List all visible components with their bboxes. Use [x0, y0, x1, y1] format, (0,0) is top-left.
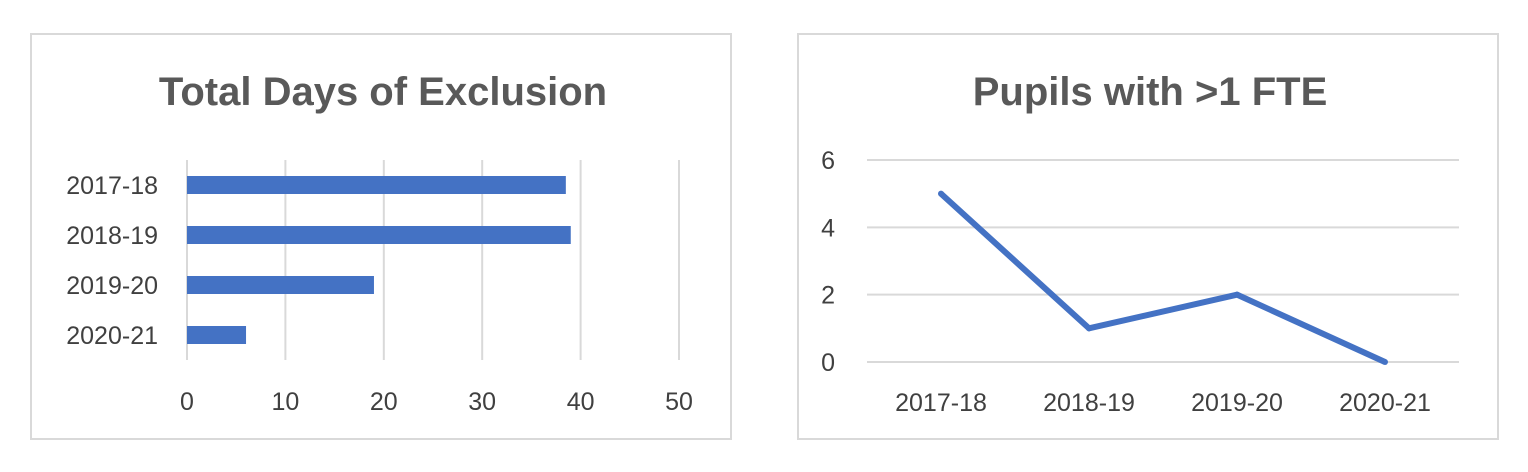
bar — [187, 276, 374, 294]
data-point — [1086, 325, 1092, 332]
x-tick-label: 40 — [567, 388, 595, 416]
y-tick-label: 6 — [821, 147, 835, 175]
x-tick-label: 10 — [271, 388, 299, 416]
x-tick-label: 2018-19 — [1043, 389, 1135, 417]
x-tick-label: 20 — [370, 388, 398, 416]
y-tick-label: 4 — [821, 214, 835, 242]
data-point — [938, 190, 944, 197]
y-tick-label: 2017-18 — [66, 172, 158, 200]
pupils-fte-chart: Pupils with >1 FTE 0 2 4 6 2017-18 2018-19 20… — [797, 33, 1499, 440]
y-tick-label: 2018-19 — [66, 222, 158, 250]
bar — [187, 226, 571, 244]
bar — [187, 176, 566, 194]
data-point — [1234, 291, 1240, 298]
series-line — [938, 191, 1387, 365]
chart-title: Pupils with >1 FTE — [973, 70, 1328, 114]
y-tick-label: 2 — [821, 282, 835, 310]
pupils-fte-chart-svg: Pupils with >1 FTE 0 2 4 6 2017-18 2018-19 20… — [821, 70, 1459, 417]
y-tick-label: 0 — [821, 349, 835, 377]
y-tick-label: 2020-21 — [66, 322, 158, 350]
bar — [187, 326, 247, 344]
x-tick-label: 0 — [180, 388, 194, 416]
y-tick-label: 2019-20 — [66, 272, 158, 300]
data-point — [1382, 359, 1388, 365]
x-tick-label: 2019-20 — [1191, 389, 1283, 417]
exclusion-days-chart: Total Days of Exclusion 2017-18 2018-19 20… — [30, 33, 732, 440]
exclusion-days-chart-svg: Total Days of Exclusion 2017-18 2018-19 20… — [66, 70, 693, 416]
x-tick-label: 30 — [468, 388, 496, 416]
chart-title: Total Days of Exclusion — [159, 70, 607, 114]
x-tick-label: 50 — [665, 388, 693, 416]
x-tick-label: 2017-18 — [895, 389, 987, 417]
x-tick-label: 2020-21 — [1339, 389, 1431, 417]
